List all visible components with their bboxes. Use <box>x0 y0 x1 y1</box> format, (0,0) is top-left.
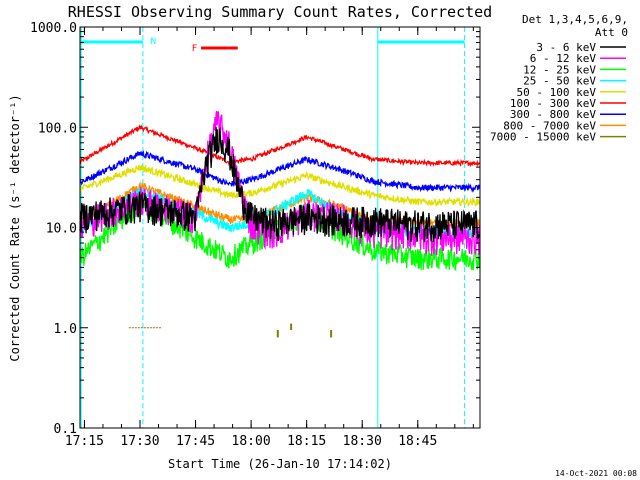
x-tick-label: 18:30 <box>343 434 382 449</box>
y-tick-label: 1.0 <box>54 322 77 337</box>
x-tick-label: 17:15 <box>65 434 104 449</box>
x-tick-label: 17:30 <box>120 434 159 449</box>
x-axis: 17:15 17:30 17:45 18:00 18:15 18:30 18:45 <box>65 27 474 449</box>
legend-header-attenuator: Att 0 <box>595 26 628 39</box>
legend-label: 7000 - 15000 keV <box>490 131 596 144</box>
legend-label: 12 - 25 keV <box>523 63 596 76</box>
y-tick-label: 100.0 <box>38 121 77 136</box>
footer-timestamp: 14-Oct-2021 00:08 <box>555 469 637 478</box>
y-tick-label: 10.0 <box>46 222 77 237</box>
plot-area: NF <box>79 27 481 428</box>
x-tick-label: 18:15 <box>287 434 326 449</box>
legend-label: 6 - 12 keV <box>530 52 597 65</box>
y-axis-label: Corrected Count Rate (s⁻¹ detector⁻¹) <box>8 94 22 361</box>
night-bar-label: N <box>151 37 156 47</box>
legend-label: 300 - 800 keV <box>510 108 596 121</box>
legend-header-detectors: Det 1,3,4,5,6,9, <box>522 13 628 26</box>
x-tick-label: 18:45 <box>398 434 437 449</box>
series-line-50-100kev <box>79 164 481 207</box>
y-tick-label: 1000.0 <box>30 21 77 36</box>
x-tick-label: 17:45 <box>176 434 215 449</box>
legend-label: 100 - 300 keV <box>510 97 596 110</box>
legend-label: 800 - 7000 keV <box>503 119 596 132</box>
x-tick-label: 18:00 <box>232 434 271 449</box>
x-axis-label: Start Time (26-Jan-10 17:14:02) <box>168 457 392 471</box>
y-axis: 0.1 1.0 10.0 100.0 1000.0 <box>30 21 480 437</box>
flare-bar-label: F <box>192 44 197 54</box>
chart-title: RHESSI Observing Summary Count Rates, Co… <box>68 3 492 21</box>
legend-label: 3 - 6 keV <box>536 41 596 54</box>
series-line-300-800kev <box>79 149 481 193</box>
y-tick-label: 0.1 <box>54 422 77 437</box>
series-line-100-300kev <box>79 124 480 168</box>
series-line-3-6kev <box>79 126 481 242</box>
legend-label: 25 - 50 keV <box>523 75 596 88</box>
legend-label: 50 - 100 keV <box>517 86 597 99</box>
